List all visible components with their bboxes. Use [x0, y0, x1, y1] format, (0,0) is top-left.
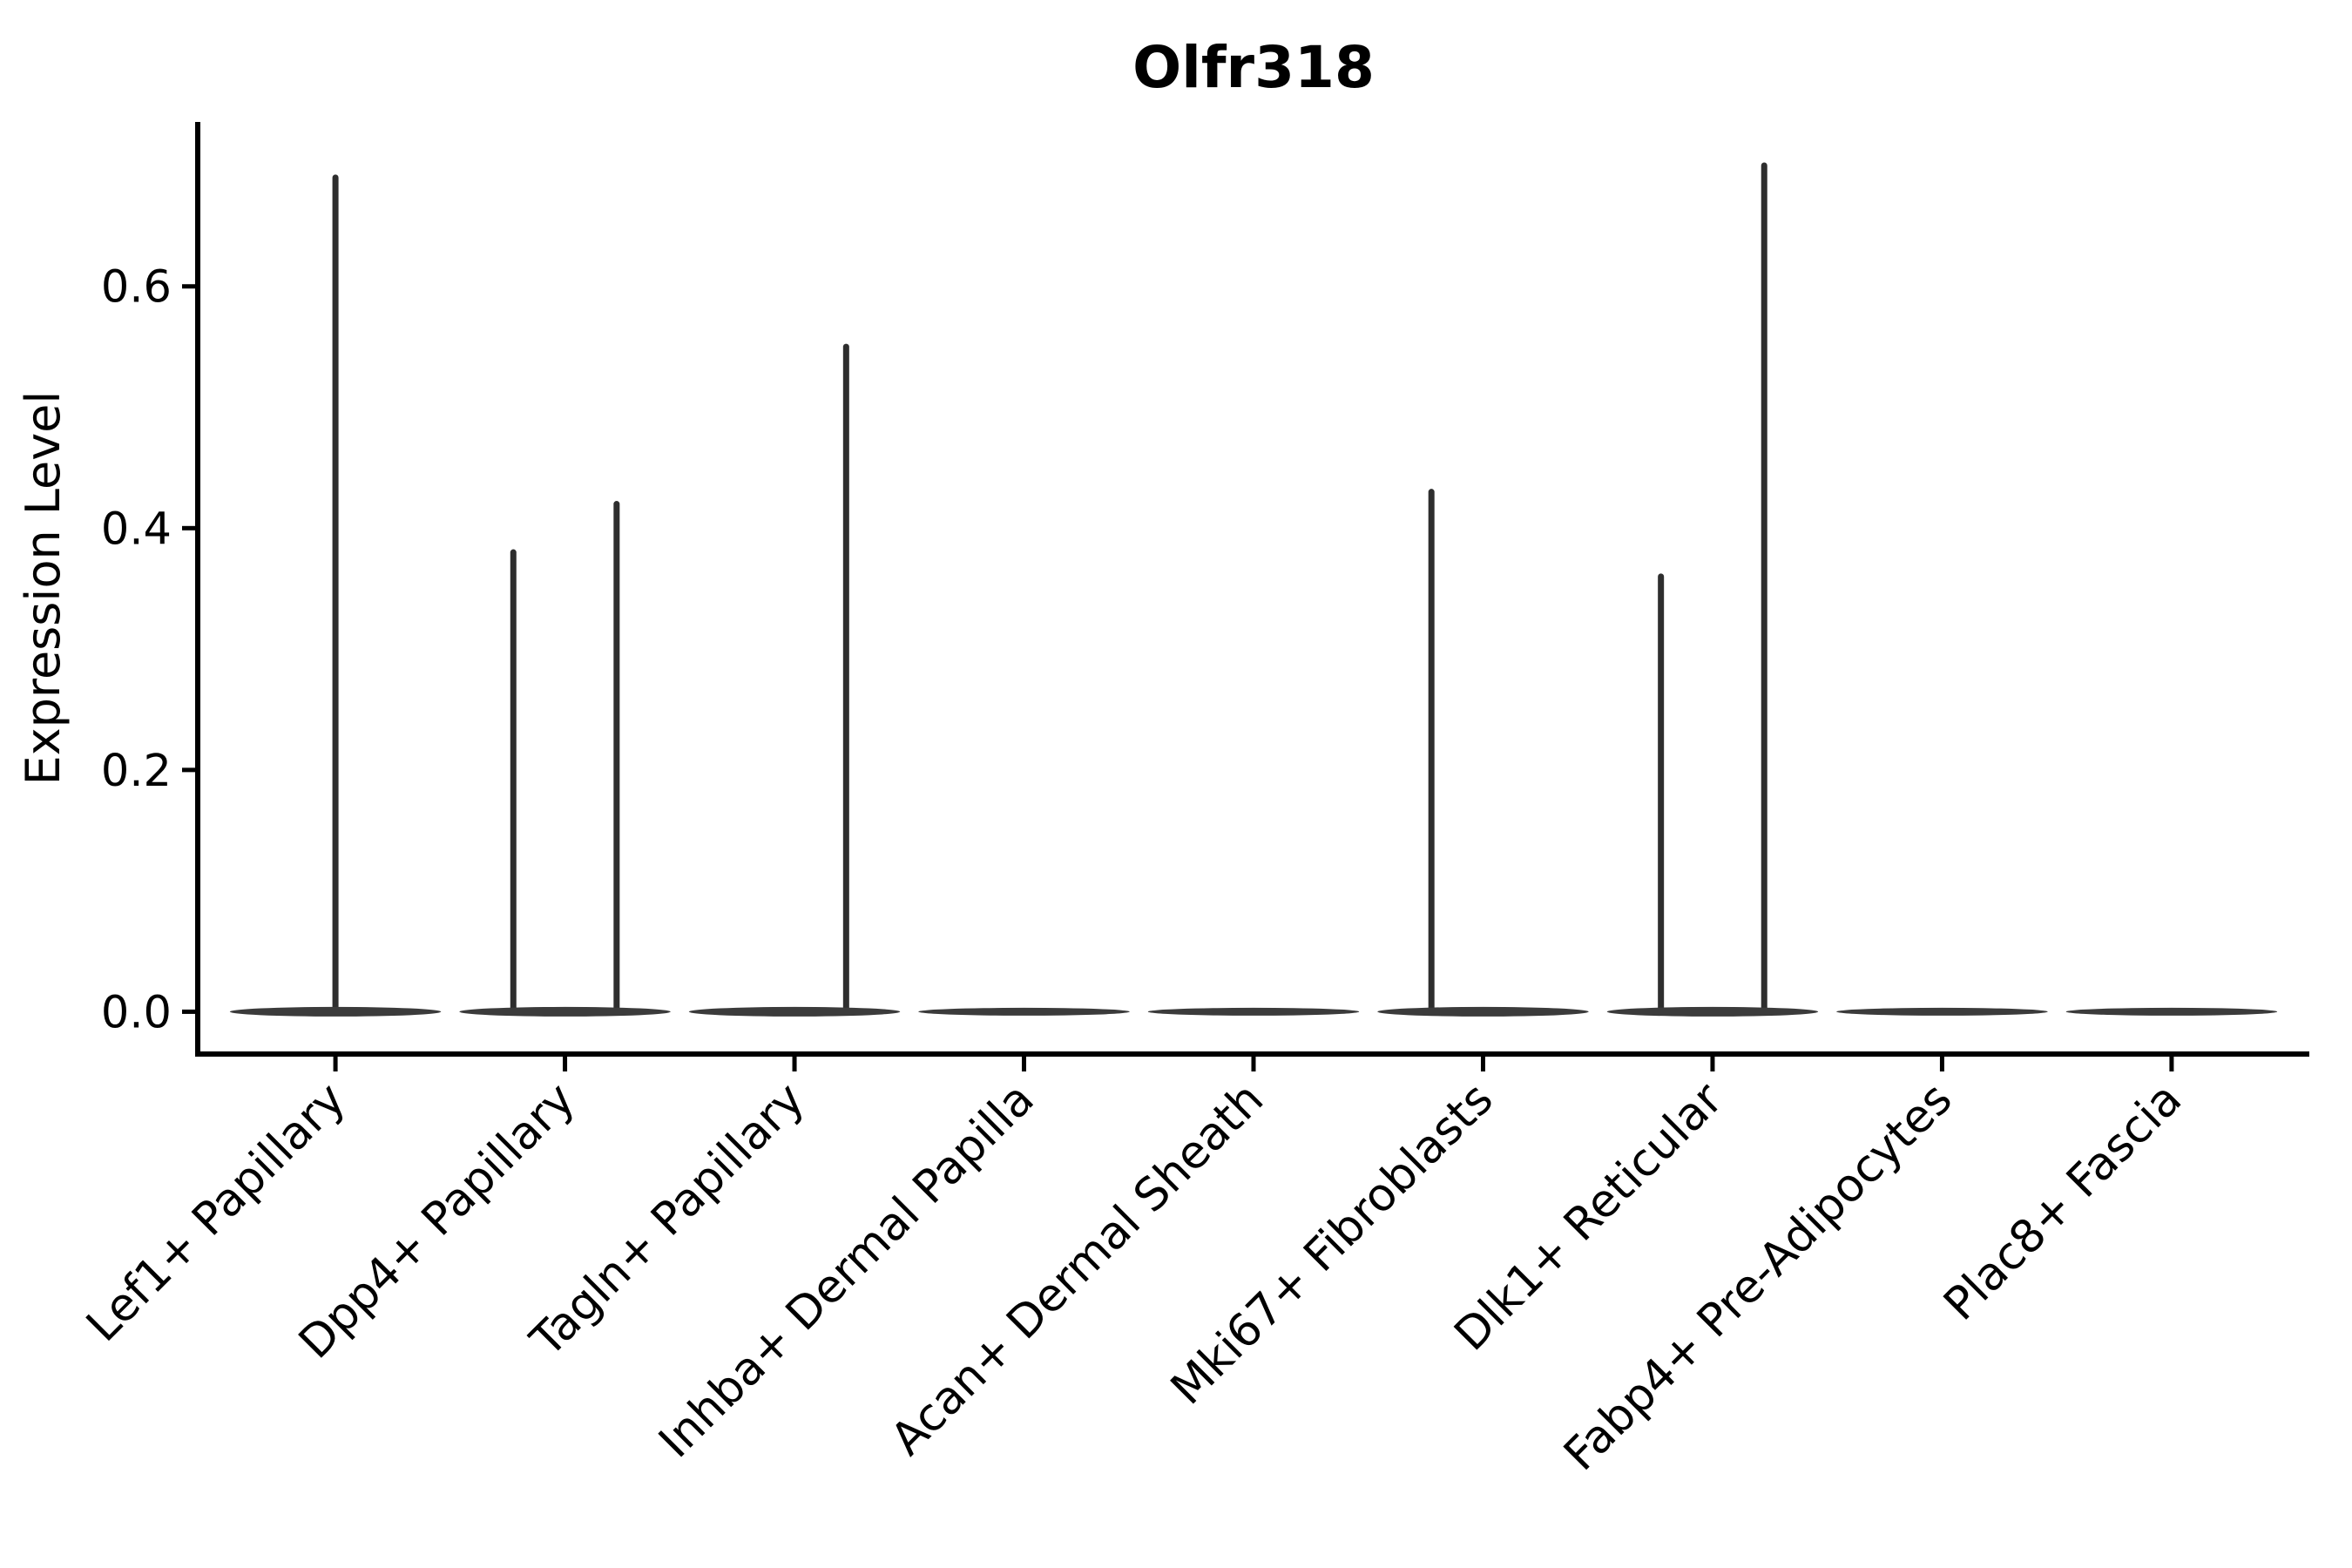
violin-base: [229, 1006, 442, 1017]
y-tick-label: 0.4: [101, 504, 172, 555]
violin-base: [688, 1006, 901, 1017]
y-axis-label: Expression Level: [16, 391, 71, 786]
violin: [459, 501, 671, 1017]
violin: [1836, 1007, 2048, 1016]
violin-base: [1836, 1007, 2048, 1016]
y-tick-label: 0.2: [101, 746, 172, 797]
x-tick-label: Acan+ Dermal Sheath: [882, 1073, 1274, 1466]
violin: [2065, 1007, 2278, 1016]
violins: [229, 162, 2278, 1017]
y-tick-label: 0.6: [101, 262, 172, 314]
violin: [1377, 489, 1589, 1017]
violin-base: [1147, 1007, 1360, 1016]
violin-base: [459, 1006, 671, 1017]
violin-base: [918, 1007, 1130, 1016]
x-tick-label: Inhba+ Dermal Papilla: [649, 1073, 1044, 1468]
x-tick-label: Fabp4+ Pre-Adipocytes: [1554, 1073, 1962, 1481]
violin-base: [1377, 1006, 1589, 1017]
violin-base: [1606, 1006, 1819, 1017]
violin: [688, 343, 901, 1017]
y-tick-labels: 0.0 0.2 0.4 0.6: [101, 262, 172, 1039]
violin: [1147, 1007, 1360, 1016]
violin: [918, 1007, 1130, 1016]
violin: [229, 174, 442, 1017]
axes: [182, 122, 2309, 1071]
y-tick-label: 0.0: [101, 987, 172, 1038]
x-tick-label: Plac8+ Fascia: [1934, 1073, 2192, 1331]
chart-title: Olfr318: [1132, 34, 1375, 101]
violin-base: [2065, 1007, 2278, 1016]
violin: [1606, 162, 1819, 1017]
